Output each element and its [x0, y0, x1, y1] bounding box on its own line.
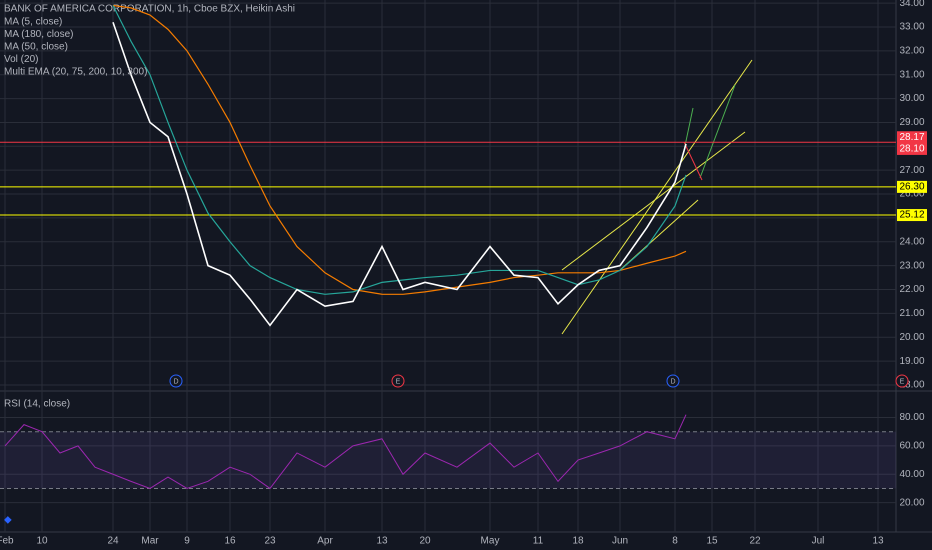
y-tick-label: 30.00 — [899, 93, 924, 104]
price-tag-label: 28.17 — [899, 132, 924, 143]
trend-green-2 — [699, 84, 736, 179]
event-marker — [391, 374, 405, 388]
legend-entry: MA (180, close) — [4, 29, 73, 40]
price-tag-label: 26.30 — [899, 182, 924, 193]
x-tick-label: 16 — [224, 536, 236, 547]
x-tick-label: 13 — [872, 536, 884, 547]
y-tick-label: 40.00 — [899, 469, 924, 480]
x-tick-label: 18 — [572, 536, 584, 547]
trend-red — [683, 141, 703, 181]
legend-entry: MA (50, close) — [4, 42, 68, 53]
x-tick-label: 8 — [672, 536, 678, 547]
y-tick-label: 20.00 — [899, 497, 924, 508]
y-tick-label: 34.00 — [899, 0, 924, 9]
rsi-band — [0, 431, 896, 489]
price-tag — [897, 142, 927, 155]
y-tick-label: 31.00 — [899, 69, 924, 80]
rsi-title: RSI (14, close) — [4, 399, 70, 410]
legend-entry: Multi EMA (20, 75, 200, 10, 300) — [4, 67, 147, 78]
x-tick-label: 13 — [376, 536, 388, 547]
event-label: E — [900, 378, 905, 385]
event-marker — [895, 374, 909, 388]
y-tick-label: 24.00 — [899, 236, 924, 247]
x-tick-label: 10 — [36, 536, 48, 547]
x-tick-label: Jun — [612, 536, 628, 547]
x-tick-label: Apr — [317, 536, 333, 547]
x-tick-label: 22 — [749, 536, 761, 547]
y-tick-label: 29.00 — [899, 117, 924, 128]
channel-upper — [561, 59, 753, 335]
y-tick-label: 26.00 — [899, 189, 924, 200]
legend-entry: MA (5, close) — [4, 17, 62, 28]
event-marker — [169, 374, 183, 388]
y-tick-label: 32.00 — [899, 45, 924, 56]
y-tick-label: 27.00 — [899, 165, 924, 176]
x-tick-label: 11 — [533, 536, 544, 547]
series-line — [112, 21, 687, 327]
y-tick-label: 21.00 — [899, 308, 924, 319]
event-marker — [666, 374, 680, 388]
channel-lower — [561, 131, 746, 271]
x-tick-label: 23 — [264, 536, 276, 547]
y-tick-label: 60.00 — [899, 441, 924, 452]
price-tag — [897, 131, 927, 144]
price-tag-label: 28.10 — [899, 144, 924, 155]
x-tick-label: Jul — [812, 536, 825, 547]
y-tick-label: 22.00 — [899, 284, 924, 295]
x-tick-label: Mar — [141, 536, 159, 547]
chart-title: BANK OF AMERICA CORPORATION, 1h, Cboe BZ… — [4, 4, 295, 15]
y-tick-label: 19.00 — [899, 356, 924, 367]
x-tick-label: 15 — [706, 536, 718, 547]
event-label: D — [670, 378, 675, 385]
series-line — [112, 5, 687, 295]
logo: ◆ — [4, 515, 12, 526]
y-tick-label: 20.00 — [899, 332, 924, 343]
y-tick-label: 23.00 — [899, 260, 924, 271]
y-tick-label: 33.00 — [899, 22, 924, 33]
rsi-line — [4, 414, 687, 490]
legend-entry: Vol (20) — [4, 54, 38, 65]
price-tag — [897, 180, 927, 193]
y-tick-label: 80.00 — [899, 412, 924, 423]
x-tick-label: 20 — [419, 536, 431, 547]
x-tick-label: May — [481, 536, 500, 547]
event-label: D — [173, 378, 178, 385]
y-tick-label: 18.00 — [899, 380, 924, 391]
event-label: E — [396, 378, 401, 385]
x-tick-label: 24 — [107, 536, 119, 547]
x-tick-label: 9 — [184, 536, 190, 547]
price-tag-label: 25.12 — [899, 210, 924, 221]
price-tag — [897, 209, 927, 222]
x-tick-label: Feb — [0, 536, 14, 547]
